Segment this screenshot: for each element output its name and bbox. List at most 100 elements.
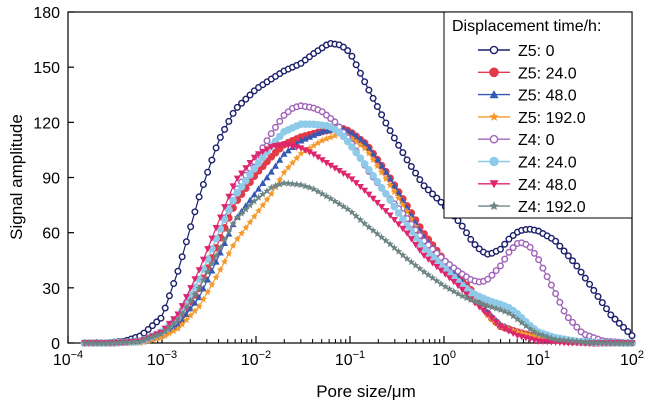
series-line bbox=[80, 179, 636, 347]
data-point bbox=[501, 255, 509, 263]
data-point bbox=[352, 148, 360, 157]
data-point bbox=[602, 339, 611, 347]
data-point bbox=[284, 179, 292, 187]
data-point bbox=[479, 307, 487, 315]
data-point bbox=[106, 339, 114, 347]
data-point bbox=[191, 290, 199, 298]
data-point bbox=[165, 292, 173, 300]
data-point bbox=[186, 297, 195, 305]
data-point bbox=[157, 333, 165, 341]
data-point bbox=[212, 225, 220, 232]
data-point bbox=[314, 129, 322, 136]
data-point bbox=[335, 168, 343, 175]
data-point bbox=[594, 293, 602, 301]
data-point bbox=[89, 339, 97, 347]
data-point bbox=[80, 339, 89, 347]
data-point bbox=[403, 254, 411, 262]
data-point bbox=[399, 251, 407, 259]
data-point bbox=[263, 137, 271, 145]
data-point bbox=[560, 336, 568, 344]
data-point bbox=[390, 244, 399, 251]
data-point bbox=[382, 189, 390, 198]
data-point bbox=[254, 159, 263, 167]
data-point bbox=[386, 240, 394, 248]
data-point bbox=[424, 271, 432, 279]
data-point bbox=[369, 150, 377, 157]
data-point bbox=[246, 91, 254, 99]
data-point bbox=[254, 193, 263, 201]
data-point bbox=[275, 132, 284, 141]
series-line bbox=[81, 40, 636, 347]
data-point bbox=[204, 168, 212, 176]
data-point bbox=[165, 323, 174, 331]
data-point bbox=[246, 201, 254, 209]
data-point bbox=[344, 205, 352, 213]
data-point bbox=[254, 207, 263, 214]
data-point bbox=[433, 263, 441, 271]
data-point bbox=[220, 257, 229, 265]
data-point bbox=[284, 147, 292, 154]
data-point bbox=[140, 329, 148, 337]
data-point bbox=[509, 330, 517, 337]
data-point bbox=[297, 145, 305, 152]
data-point bbox=[161, 304, 169, 312]
data-point bbox=[165, 329, 174, 337]
data-point bbox=[280, 179, 288, 187]
data-point bbox=[458, 286, 466, 294]
data-point bbox=[489, 156, 499, 167]
data-point bbox=[263, 195, 271, 203]
data-point bbox=[255, 151, 263, 158]
data-point bbox=[314, 154, 322, 161]
y-tick-label: 120 bbox=[33, 115, 60, 132]
data-point bbox=[305, 133, 313, 140]
data-point bbox=[348, 52, 356, 60]
data-point bbox=[501, 240, 509, 248]
data-point bbox=[344, 173, 352, 180]
data-point bbox=[369, 226, 377, 234]
data-point bbox=[590, 286, 598, 294]
data-point bbox=[220, 235, 229, 243]
data-point bbox=[378, 162, 386, 169]
data-point bbox=[136, 337, 144, 345]
data-point bbox=[399, 215, 407, 224]
data-point bbox=[441, 271, 449, 278]
legend-label: Z4: 192.0 bbox=[518, 199, 586, 216]
data-point bbox=[403, 230, 411, 237]
data-point bbox=[191, 307, 199, 315]
data-point bbox=[267, 183, 275, 191]
data-point bbox=[484, 275, 492, 283]
data-point bbox=[569, 257, 577, 265]
x-tick-label: 10−3 bbox=[147, 349, 177, 369]
data-point bbox=[556, 298, 564, 306]
data-point bbox=[242, 165, 250, 172]
data-point bbox=[624, 339, 632, 347]
data-point bbox=[259, 148, 267, 156]
data-point bbox=[301, 147, 309, 154]
data-point bbox=[386, 196, 394, 204]
data-point bbox=[365, 191, 373, 198]
data-point bbox=[199, 285, 207, 292]
x-tick-label: 10−2 bbox=[241, 349, 271, 369]
data-point bbox=[119, 338, 127, 346]
data-point bbox=[195, 193, 203, 201]
data-point bbox=[489, 90, 499, 99]
data-point bbox=[288, 180, 297, 188]
data-point bbox=[93, 339, 101, 347]
data-point bbox=[288, 159, 297, 166]
data-point bbox=[590, 338, 598, 346]
data-point bbox=[186, 311, 195, 319]
data-point bbox=[233, 235, 241, 243]
data-point bbox=[242, 205, 250, 213]
data-point bbox=[356, 154, 365, 163]
data-point bbox=[509, 244, 517, 252]
data-point bbox=[369, 195, 377, 203]
data-point bbox=[412, 169, 420, 177]
data-point bbox=[174, 315, 182, 323]
data-point bbox=[250, 165, 259, 173]
data-point bbox=[573, 323, 581, 331]
data-point bbox=[386, 181, 394, 189]
data-point bbox=[339, 132, 348, 141]
data-point bbox=[543, 273, 551, 281]
data-point bbox=[399, 225, 407, 233]
y-tick-label: 150 bbox=[33, 60, 60, 77]
